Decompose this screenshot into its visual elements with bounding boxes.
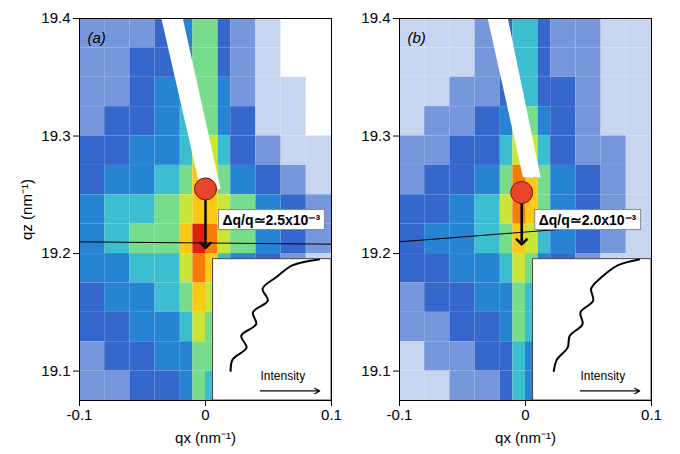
svg-text:Intensity: Intensity [260, 369, 305, 383]
svg-text:0: 0 [201, 406, 209, 423]
svg-text:19.2: 19.2 [361, 244, 390, 261]
svg-text:19.3: 19.3 [361, 127, 390, 144]
svg-text:Δq/q≃2.5x10⁻³: Δq/q≃2.5x10⁻³ [223, 212, 321, 228]
svg-text:(a): (a) [88, 29, 106, 46]
svg-text:Intensity: Intensity [580, 369, 625, 383]
svg-text:qx (nm⁻¹): qx (nm⁻¹) [495, 429, 556, 446]
svg-text:-0.1: -0.1 [387, 406, 413, 423]
svg-text:-0.1: -0.1 [67, 406, 93, 423]
svg-text:qx (nm⁻¹): qx (nm⁻¹) [175, 429, 236, 446]
svg-text:(b): (b) [408, 29, 426, 46]
svg-text:19.3: 19.3 [41, 127, 70, 144]
svg-text:0.1: 0.1 [641, 406, 662, 423]
svg-text:19.4: 19.4 [41, 9, 70, 26]
svg-text:Δq/q≃2.0x10⁻³: Δq/q≃2.0x10⁻³ [539, 212, 637, 228]
svg-text:0.1: 0.1 [321, 406, 342, 423]
svg-text:0: 0 [521, 406, 529, 423]
svg-text:19.1: 19.1 [361, 362, 390, 379]
svg-text:qz (nm⁻¹): qz (nm⁻¹) [18, 179, 35, 240]
svg-text:19.2: 19.2 [41, 244, 70, 261]
svg-text:19.4: 19.4 [361, 9, 390, 26]
svg-text:19.1: 19.1 [41, 362, 70, 379]
